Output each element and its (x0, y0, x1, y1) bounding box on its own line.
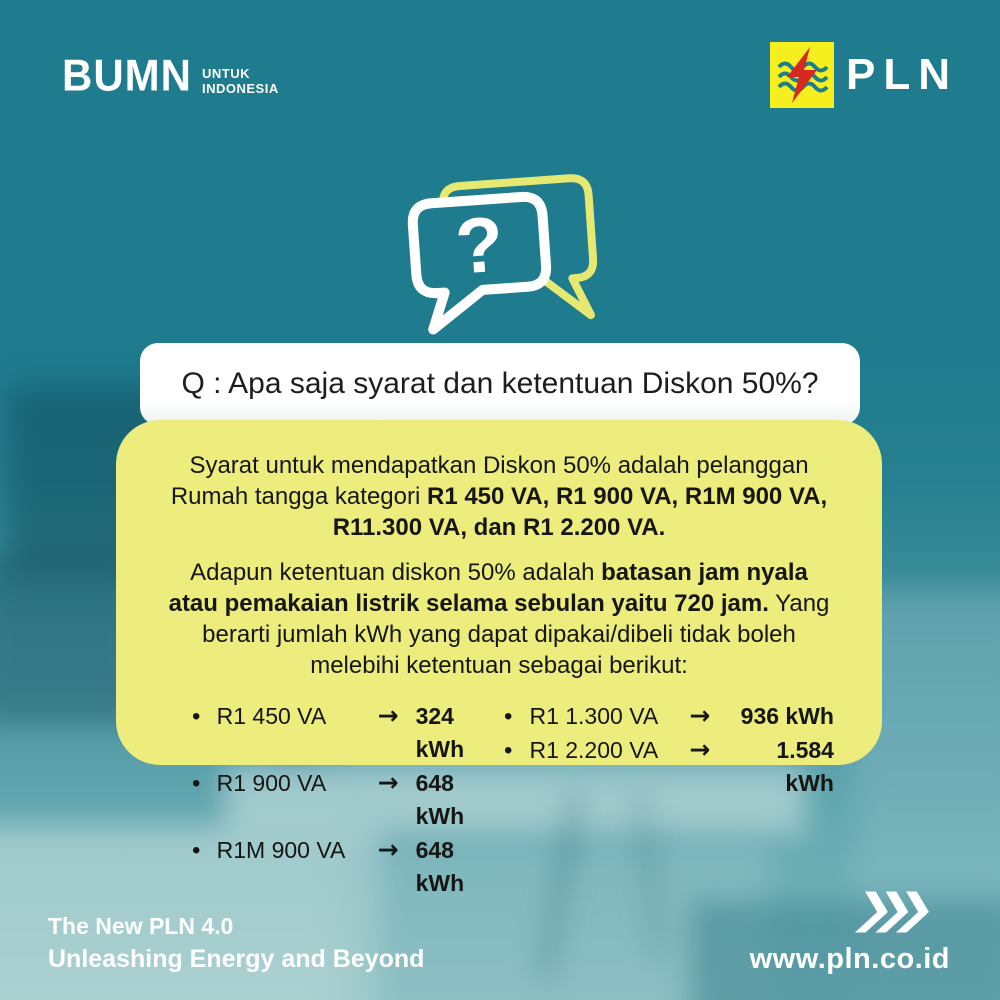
limit-row: • R1M 900 VA → 648 kWh (192, 835, 465, 896)
arrow-right-icon: → (689, 701, 711, 730)
kwh-limit-list: • R1 450 VA → 324 kWh • R1 900 VA → 648 … (164, 699, 834, 900)
campaign-line-1: The New PLN 4.0 (48, 913, 234, 939)
kwh-limit-column-right: • R1 1.300 VA → 936 kWh • R1 2.200 VA → … (504, 699, 834, 900)
limit-row: • R1 450 VA → 324 kWh (192, 701, 465, 762)
kwh-limit-column-left: • R1 450 VA → 324 kWh • R1 900 VA → 648 … (192, 699, 504, 900)
answer-paragraph-2: Adapun ketentuan diskon 50% adalah batas… (168, 559, 830, 679)
limit-row: • R1 1.300 VA → 936 kWh (504, 699, 834, 733)
bullet-icon: • (504, 737, 513, 764)
question-text: Q : Apa saja syarat dan ketentuan Diskon… (181, 367, 819, 400)
bumn-logo: BUMN UNTUK INDONESIA (62, 50, 279, 101)
question-mark-glyph: ? (453, 199, 507, 290)
question-bubbles-illustration: ? (385, 168, 620, 348)
question-card: Q : Apa saja syarat dan ketentuan Diskon… (140, 343, 860, 425)
pln-lightning-icon (770, 42, 834, 108)
pln-logo-wordmark: PLN (846, 50, 958, 99)
triple-chevron-icon (854, 891, 929, 933)
arrow-right-icon: → (377, 701, 399, 730)
website-url: www.pln.co.id (749, 943, 950, 975)
background-blur-shape (0, 825, 380, 1000)
website-block: www.pln.co.id (750, 888, 950, 976)
speech-bubble-icon: ? (407, 174, 598, 335)
arrow-right-icon: → (377, 835, 399, 864)
answer-card: Syarat untuk mendapatkan Diskon 50% adal… (116, 420, 882, 896)
background-blur-shape (225, 765, 805, 835)
limit-row: • R1 2.200 VA → 1.584 kWh (504, 735, 834, 796)
bullet-icon: • (192, 770, 201, 797)
answer-paragraph-1: Syarat untuk mendapatkan Diskon 50% adal… (170, 452, 828, 541)
bullet-icon: • (192, 837, 201, 864)
arrow-right-icon: → (377, 768, 399, 797)
bullet-icon: • (192, 703, 201, 730)
arrow-right-icon: → (689, 735, 711, 764)
pln-logo: PLN (770, 42, 958, 108)
bumn-logo-wordmark: BUMN (62, 50, 192, 101)
bullet-icon: • (504, 703, 513, 730)
limit-row: • R1 900 VA → 648 kWh (192, 768, 465, 829)
campaign-tagline: The New PLN 4.0 Unleashing Energy and Be… (48, 910, 424, 976)
bumn-logo-tagline: UNTUK INDONESIA (201, 66, 279, 96)
background-blur-shape (690, 900, 1000, 1000)
campaign-line-2: Unleashing Energy and Beyond (48, 945, 425, 973)
